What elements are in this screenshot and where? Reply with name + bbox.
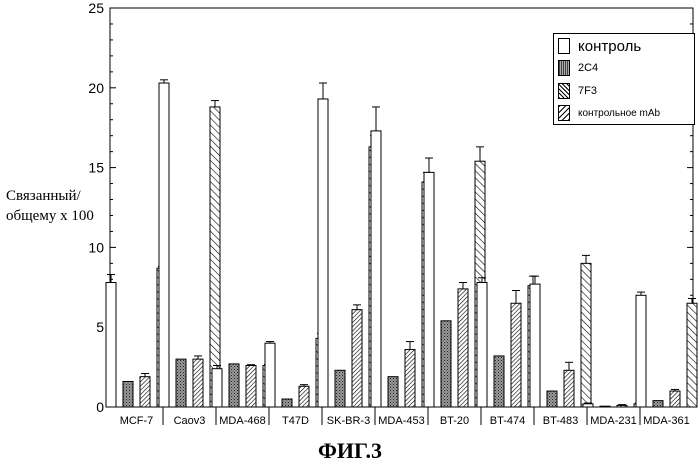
category-label: MDA-468 [219,415,265,427]
bar [546,390,558,408]
bar [105,282,117,408]
legend-label-7f3: 7F3 [578,85,597,97]
bar [122,380,134,408]
y-axis-label-line-2: общему x 100 [6,208,94,224]
legend-swatch-control-mab [558,105,570,121]
bar [580,262,592,408]
bar [686,302,698,408]
legend-label-2c4: 2C4 [578,62,599,74]
bar [563,369,575,408]
category-label: BT-483 [543,415,578,427]
category-label: Caov3 [174,415,206,427]
y-tick-label: 5 [96,319,104,335]
bar [669,390,681,408]
category-label: MDA-231 [590,415,636,427]
bar [493,355,505,408]
y-axis-label-line-1: Связанный/ [6,188,81,204]
category-label: BT-474 [490,415,525,427]
bar [529,283,541,408]
plot-frame [109,7,694,408]
category-label: MDA-361 [643,415,689,427]
legend-item-7f3: 7F3 [558,82,597,100]
category-label: BT-20 [440,415,469,427]
bar [476,282,488,408]
category-label: MCF-7 [120,415,154,427]
legend-item-2c4: 2C4 [558,59,598,77]
bar [582,403,594,408]
bar [635,294,647,408]
y-tick-label: 0 [96,399,104,415]
category-label: SK-BR-3 [327,415,370,427]
bar [139,376,151,408]
category-label: MDA-453 [378,415,424,427]
bar [211,368,223,408]
bar [510,302,522,408]
bar [192,358,204,408]
legend-item-control: контроль [558,37,641,55]
category-label: T47D [282,415,309,427]
bar [317,98,329,408]
legend-swatch-7f3 [558,83,570,99]
bar [404,349,416,408]
legend-label-control: контроль [578,37,642,55]
y-tick-label: 20 [88,80,104,96]
bar [440,320,452,408]
bar [387,376,399,408]
legend-label-control-mab: контрольное mAb [578,107,661,119]
bar [652,400,664,408]
bar [351,309,363,408]
category-labels: MCF-7 Caov3 MDA-468 T47D SK-BR-3 MDA-453 BT-20… [120,415,690,427]
figure-caption: ФИГ.3 [317,438,383,463]
y-tick-label: 15 [88,160,104,176]
bar [616,404,628,408]
legend-swatch-control [558,38,570,54]
bar [158,82,170,408]
bar [264,342,276,408]
bar [209,106,221,408]
bar [228,363,240,408]
bar [298,385,310,408]
y-tick-label: 25 [88,0,104,16]
bar [370,130,382,408]
bar [423,171,435,408]
legend-swatch-2c4 [558,60,570,76]
bar [457,288,469,408]
bar [599,405,611,408]
bar [281,398,293,408]
y-axis-label: Связанный/ общему x 100 [6,186,116,226]
bar [175,358,187,408]
legend-item-control-mab: контрольное mAb [558,104,660,122]
legend: контроль 2C4 7F3 контрольное mAb [553,33,695,125]
bar [334,369,346,408]
bar [245,365,257,408]
bars [105,79,698,408]
y-tick-label: 10 [88,239,104,255]
